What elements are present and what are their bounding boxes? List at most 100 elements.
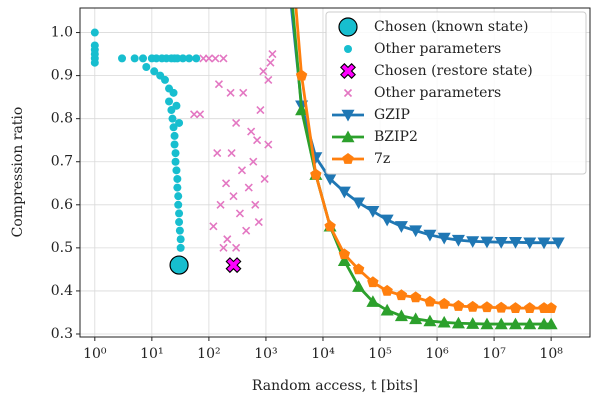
marker: [247, 127, 256, 136]
marker: [338, 17, 358, 37]
x-tick-label: 10⁰: [83, 346, 107, 362]
marker: [175, 209, 184, 218]
marker: [380, 303, 394, 316]
marker: [409, 291, 422, 303]
marker: [251, 200, 260, 209]
marker: [437, 315, 451, 328]
marker: [174, 192, 183, 201]
marker: [268, 50, 277, 59]
y-tick-label: 0.7: [51, 154, 73, 170]
marker: [344, 45, 352, 53]
legend-label: 7z: [374, 151, 390, 167]
marker: [232, 118, 241, 128]
marker: [118, 54, 127, 63]
marker: [244, 183, 253, 192]
marker: [175, 218, 184, 227]
marker: [523, 237, 537, 250]
marker: [337, 186, 351, 199]
marker: [221, 179, 231, 188]
marker: [173, 174, 182, 183]
marker: [142, 62, 151, 71]
marker: [494, 317, 508, 330]
marker: [437, 232, 451, 245]
axes-frame: [79, 7, 591, 338]
marker: [451, 234, 465, 247]
marker: [216, 200, 225, 209]
marker: [343, 88, 353, 98]
x-tick-label: 10¹: [140, 346, 163, 362]
marker: [264, 140, 273, 149]
marker: [195, 110, 205, 119]
x-tick-label: 10⁴: [311, 346, 335, 362]
ticks: 10⁰ 10¹ 10² 10³ 10⁴ 10⁵ 10⁶ 10⁷ 10⁸ 0.3 0.4 0.5 0.6 0…: [51, 25, 564, 362]
marker: [266, 58, 275, 67]
marker: [366, 206, 380, 218]
marker: [423, 314, 437, 327]
marker: [537, 237, 551, 250]
marker: [214, 80, 224, 89]
marker: [545, 302, 557, 314]
y-tick-label: 0.8: [51, 111, 73, 127]
y-tick-label: 0.9: [51, 68, 73, 84]
marker: [139, 54, 148, 63]
marker: [259, 67, 268, 76]
marker: [338, 248, 351, 260]
marker: [381, 284, 393, 296]
marker: [551, 237, 565, 250]
marker: [178, 54, 187, 63]
marker: [395, 289, 408, 301]
marker: [170, 131, 179, 140]
x-tick-label: 10⁶: [425, 346, 449, 362]
marker: [352, 280, 366, 292]
marker: [544, 317, 558, 330]
marker: [323, 173, 337, 186]
marker: [467, 300, 479, 312]
marker: [264, 75, 273, 84]
marker: [423, 229, 437, 242]
marker: [508, 237, 522, 249]
marker: [235, 209, 244, 218]
marker: [394, 309, 408, 322]
marker: [452, 299, 465, 311]
marker: [172, 166, 181, 175]
marker: [173, 183, 182, 192]
marker: [160, 75, 169, 84]
marker: [219, 243, 228, 252]
legend-label: GZIP: [374, 107, 410, 123]
marker: [337, 254, 351, 266]
plot-area: [90, 8, 565, 330]
marker: [509, 302, 522, 314]
marker: [480, 317, 494, 330]
marker: [172, 101, 181, 110]
marker: [171, 149, 180, 158]
marker: [295, 103, 309, 116]
x-tick-label: 10²: [197, 346, 220, 362]
marker: [295, 69, 308, 81]
x-tick-label: 10⁵: [368, 346, 392, 362]
marker: [237, 166, 247, 175]
marker: [466, 236, 480, 248]
marker: [225, 257, 242, 274]
marker: [438, 297, 450, 309]
marker: [169, 123, 178, 132]
marker: [254, 217, 263, 227]
marker: [508, 317, 522, 330]
marker: [409, 312, 423, 325]
marker: [495, 301, 507, 313]
marker: [176, 243, 185, 252]
marker: [204, 54, 213, 63]
y-tick-label: 0.4: [51, 283, 73, 299]
marker: [169, 255, 189, 275]
marker: [171, 157, 180, 166]
marker: [227, 149, 236, 158]
marker: [523, 317, 537, 330]
marker: [341, 130, 355, 143]
x-tick-label: 10⁷: [482, 346, 506, 362]
x-axis-label: Random access, t [bits]: [252, 378, 418, 394]
marker: [249, 157, 258, 166]
marker: [424, 295, 436, 307]
marker: [409, 225, 423, 238]
y-tick-label: 0.3: [51, 326, 73, 342]
marker: [229, 192, 238, 201]
